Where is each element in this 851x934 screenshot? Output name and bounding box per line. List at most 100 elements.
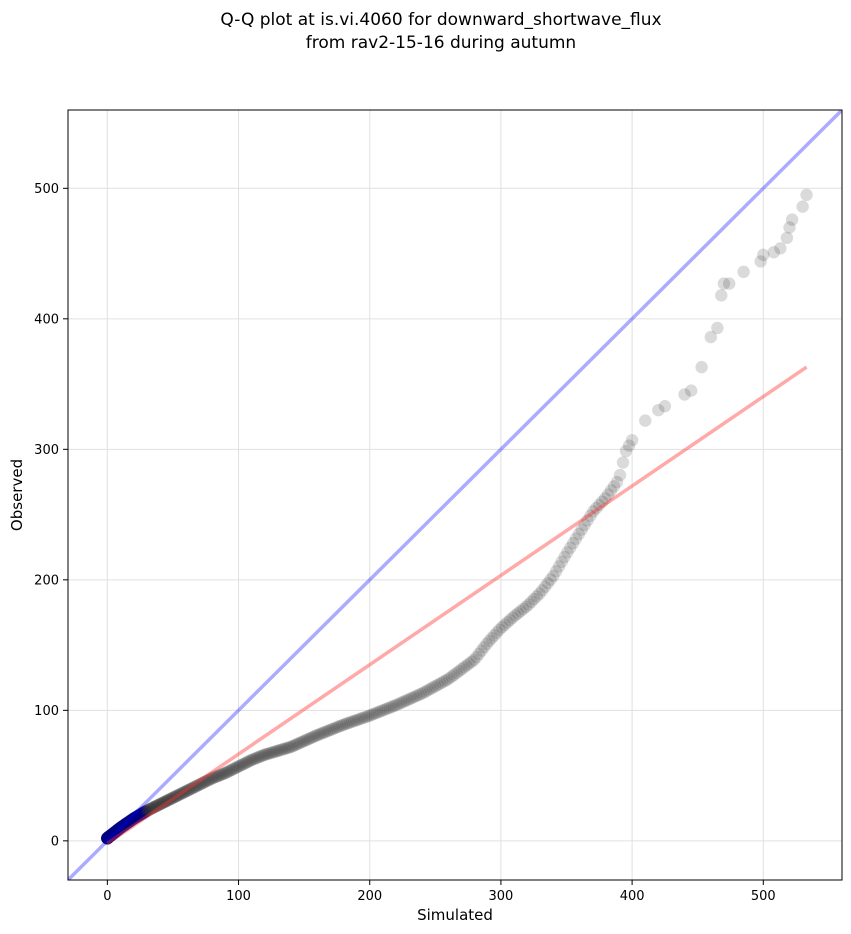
- qq-point: [598, 492, 612, 505]
- qq-point: [148, 800, 161, 814]
- qq-point: [238, 757, 251, 770]
- qq-point: [101, 832, 114, 845]
- qq-point: [101, 831, 114, 845]
- qq-point: [102, 830, 116, 844]
- axis-ticks: 0 100 200 300 400 500 0 100 200 300 400 500: [34, 182, 776, 904]
- qq-point: [293, 736, 306, 750]
- qq-point: [150, 799, 163, 813]
- qq-point: [339, 717, 353, 730]
- qq-point: [619, 444, 633, 458]
- qq-point: [287, 739, 301, 752]
- qq-point: [108, 826, 121, 839]
- qq-point: [206, 771, 220, 785]
- qq-point: [101, 832, 114, 845]
- qq-point: [495, 620, 509, 634]
- qq-point: [101, 831, 115, 844]
- plot-area: [68, 110, 842, 880]
- qq-point: [251, 751, 265, 764]
- qq-point: [204, 772, 217, 786]
- qq-point: [105, 828, 118, 842]
- qq-point: [514, 604, 527, 618]
- qq-point: [106, 827, 120, 841]
- qq-point: [506, 611, 519, 624]
- qq-point: [101, 831, 115, 844]
- qq-point: [104, 829, 118, 842]
- qq-point: [111, 823, 125, 837]
- qq-point: [170, 789, 183, 803]
- qq-point: [119, 818, 132, 831]
- qq-point: [118, 818, 132, 831]
- qq-point: [160, 794, 174, 807]
- qq-point: [101, 831, 114, 845]
- qq-point: [522, 598, 535, 611]
- qq-point: [276, 743, 289, 756]
- qq-point: [328, 722, 341, 735]
- qq-point: [552, 560, 566, 573]
- qq-point: [322, 724, 335, 737]
- qq-point: [364, 709, 377, 722]
- qq-point: [247, 752, 260, 766]
- qq-point: [436, 676, 449, 689]
- qq-point: [146, 801, 159, 815]
- qq-point: [129, 811, 143, 824]
- qq-point: [311, 728, 324, 742]
- qq-point: [104, 829, 118, 842]
- qq-point: [390, 698, 403, 712]
- qq-point: [214, 768, 228, 781]
- qq-point: [138, 805, 151, 819]
- qq-point: [326, 722, 339, 736]
- qq-point: [157, 795, 171, 809]
- qq-point: [102, 830, 116, 844]
- qq-point: [101, 831, 115, 844]
- x-tick-label: 300: [489, 889, 514, 904]
- y-tick-label: 200: [34, 573, 59, 588]
- qq-point: [120, 817, 134, 830]
- qq-point: [112, 822, 126, 836]
- qq-point: [414, 687, 428, 701]
- qq-point: [366, 708, 379, 721]
- qq-point: [457, 661, 471, 674]
- qq-point: [234, 759, 247, 772]
- qq-point: [182, 783, 195, 797]
- qq-point: [126, 813, 139, 826]
- qq-point: [108, 826, 122, 839]
- qq-point: [354, 712, 367, 726]
- qq-point: [188, 780, 202, 794]
- qq-point: [358, 711, 371, 724]
- qq-point: [381, 702, 394, 715]
- qq-point: [174, 787, 187, 801]
- qq-point: [590, 501, 603, 515]
- qq-point: [115, 820, 128, 834]
- qq-point: [519, 600, 533, 614]
- qq-point: [179, 785, 193, 798]
- qq-point: [235, 758, 248, 772]
- qq-point: [448, 668, 461, 681]
- qq-point: [581, 514, 594, 527]
- qq-point: [722, 277, 736, 290]
- qq-point: [126, 812, 140, 826]
- qq-point: [695, 360, 708, 374]
- qq-point: [225, 763, 238, 777]
- qq-point: [383, 701, 397, 714]
- qq-point: [374, 704, 388, 718]
- qq-point: [343, 716, 357, 729]
- qq-point: [117, 819, 131, 832]
- qq-point: [269, 745, 282, 758]
- qq-point: [558, 550, 571, 564]
- qq-point: [253, 750, 266, 763]
- qq-point: [127, 812, 140, 825]
- qq-point: [193, 778, 206, 791]
- qq-point: [111, 823, 124, 837]
- qq-point: [622, 439, 636, 452]
- qq-point: [426, 681, 439, 694]
- qq-point: [165, 792, 178, 805]
- chart-title-line-1: Q-Q plot at is.vi.4060 for downward_shor…: [220, 10, 661, 30]
- qq-point: [561, 546, 574, 559]
- qq-point: [123, 814, 137, 828]
- qq-point: [261, 747, 274, 761]
- qq-point: [350, 714, 363, 727]
- qq-point: [401, 693, 414, 707]
- qq-point: [569, 532, 583, 545]
- qq-point: [578, 518, 591, 532]
- qq-point: [704, 330, 718, 344]
